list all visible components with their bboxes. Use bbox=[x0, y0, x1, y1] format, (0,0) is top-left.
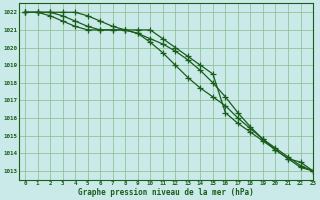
X-axis label: Graphe pression niveau de la mer (hPa): Graphe pression niveau de la mer (hPa) bbox=[78, 188, 254, 197]
